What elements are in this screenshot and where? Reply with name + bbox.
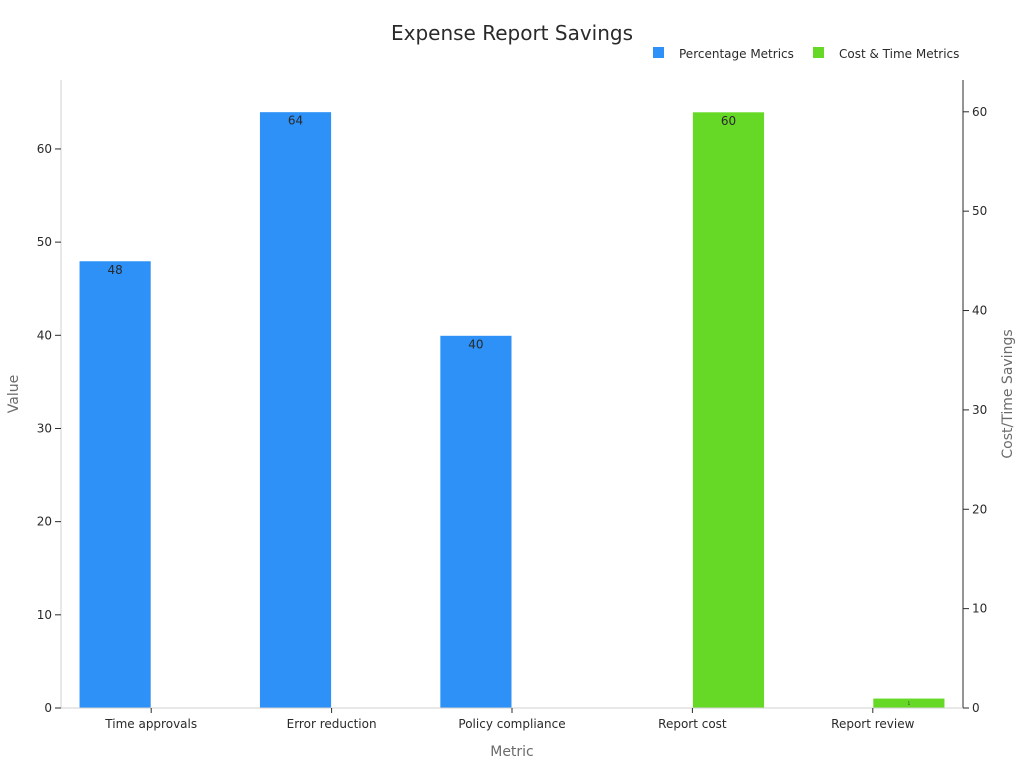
legend: Percentage Metrics Cost & Time Metrics xyxy=(653,47,959,61)
bar xyxy=(258,111,333,709)
y-right-tick-label: 10 xyxy=(972,602,987,616)
x-tick-label: Report cost xyxy=(658,717,727,731)
y-tick-label: 50 xyxy=(37,235,52,249)
y-tick-label: 0 xyxy=(44,701,52,715)
x-axis-ticks: Time approvals Error reduction Policy comp… xyxy=(104,708,915,731)
y-tick-label: 40 xyxy=(37,328,52,342)
legend-label-cost-time: Cost & Time Metrics xyxy=(839,47,959,61)
y-right-tick-label: 50 xyxy=(972,204,987,218)
data-label: 1 xyxy=(908,701,911,706)
x-tick-label: Error reduction xyxy=(287,717,377,731)
right-axis-ticks: 0 10 20 30 40 50 60 xyxy=(963,105,987,715)
y-tick-label: 10 xyxy=(37,608,52,622)
plot-area: 48 64 40 60 1 xyxy=(78,111,946,709)
legend-swatch-percentage xyxy=(653,47,664,58)
data-label: 48 xyxy=(107,263,122,277)
y-right-tick-label: 40 xyxy=(972,304,987,318)
data-label: 60 xyxy=(721,114,736,128)
x-tick-label: Report review xyxy=(831,717,914,731)
y-right-tick-label: 0 xyxy=(972,701,980,715)
bar xyxy=(691,111,766,709)
legend-swatch-cost-time xyxy=(813,47,824,58)
y-tick-label: 30 xyxy=(37,421,52,435)
bar xyxy=(439,334,513,709)
y-tick-label: 20 xyxy=(37,515,52,529)
y-axis-right-title: Cost/Time Savings xyxy=(1000,329,1016,458)
data-label: 40 xyxy=(468,337,483,351)
x-axis-title: Metric xyxy=(490,744,534,760)
y-tick-label: 60 xyxy=(37,142,52,156)
y-right-tick-label: 60 xyxy=(972,105,987,119)
chart-title: Expense Report Savings xyxy=(391,21,633,45)
y-axis-title: Value xyxy=(6,375,22,413)
bar xyxy=(78,260,152,709)
data-label: 64 xyxy=(288,114,303,128)
left-axis-ticks: 0 10 20 30 40 50 60 xyxy=(37,142,61,715)
y-right-tick-label: 20 xyxy=(972,502,987,516)
legend-label-percentage: Percentage Metrics xyxy=(679,47,794,61)
x-tick-label: Time approvals xyxy=(104,717,197,731)
x-tick-label: Policy compliance xyxy=(458,717,565,731)
y-right-tick-label: 30 xyxy=(972,403,987,417)
